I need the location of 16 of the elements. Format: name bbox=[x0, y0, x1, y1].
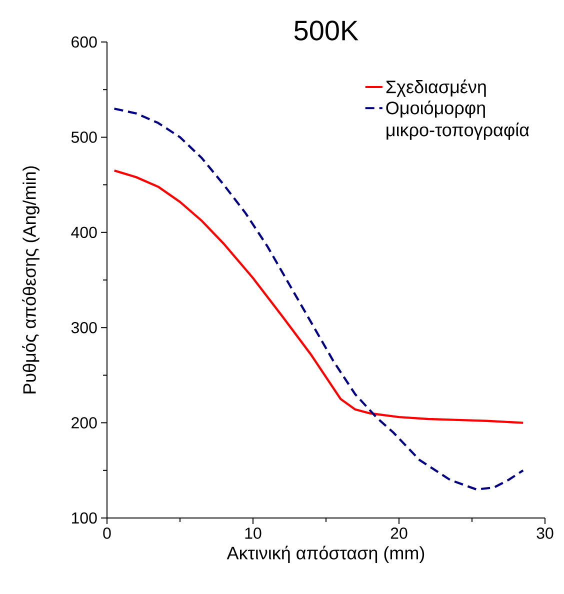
x-tick-label: 10 bbox=[245, 528, 262, 539]
y-tick-label: 400 bbox=[71, 226, 97, 238]
y-tick-label: 600 bbox=[72, 36, 97, 48]
y-tick-label: 300 bbox=[71, 322, 97, 334]
legend-label: Ομοιόμορφη μικρο-τοπογραφία bbox=[386, 100, 530, 140]
y-tick-label: 200 bbox=[72, 417, 97, 428]
x-tick-label: 30 bbox=[536, 528, 554, 539]
line-series bbox=[113, 169, 524, 424]
y-tick-label: 500 bbox=[71, 132, 97, 143]
y-tick-label: 100 bbox=[72, 512, 97, 524]
x-tick-label: 0 bbox=[103, 528, 111, 539]
legend-label: Σχεδιασμένη bbox=[386, 80, 486, 97]
chart-title: 500K bbox=[294, 20, 358, 40]
x-axis-title: Ακτινική απόσταση (mm) bbox=[226, 546, 424, 564]
y-axis-title: Ρυθμός απόθεσης (Ang/min) bbox=[22, 166, 40, 394]
x-tick-label: 20 bbox=[390, 528, 408, 539]
